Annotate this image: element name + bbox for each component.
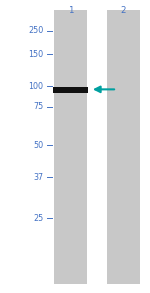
Text: 250: 250 <box>28 26 44 35</box>
Bar <box>54 10 87 284</box>
Text: 150: 150 <box>28 50 44 59</box>
Text: 37: 37 <box>33 173 43 182</box>
Text: 50: 50 <box>33 141 43 149</box>
Bar <box>53 87 88 93</box>
Text: 100: 100 <box>28 82 44 91</box>
Text: 2: 2 <box>120 6 126 16</box>
Text: 1: 1 <box>68 6 73 16</box>
Text: 25: 25 <box>33 214 43 223</box>
Bar <box>106 10 140 284</box>
Text: 75: 75 <box>33 103 43 111</box>
